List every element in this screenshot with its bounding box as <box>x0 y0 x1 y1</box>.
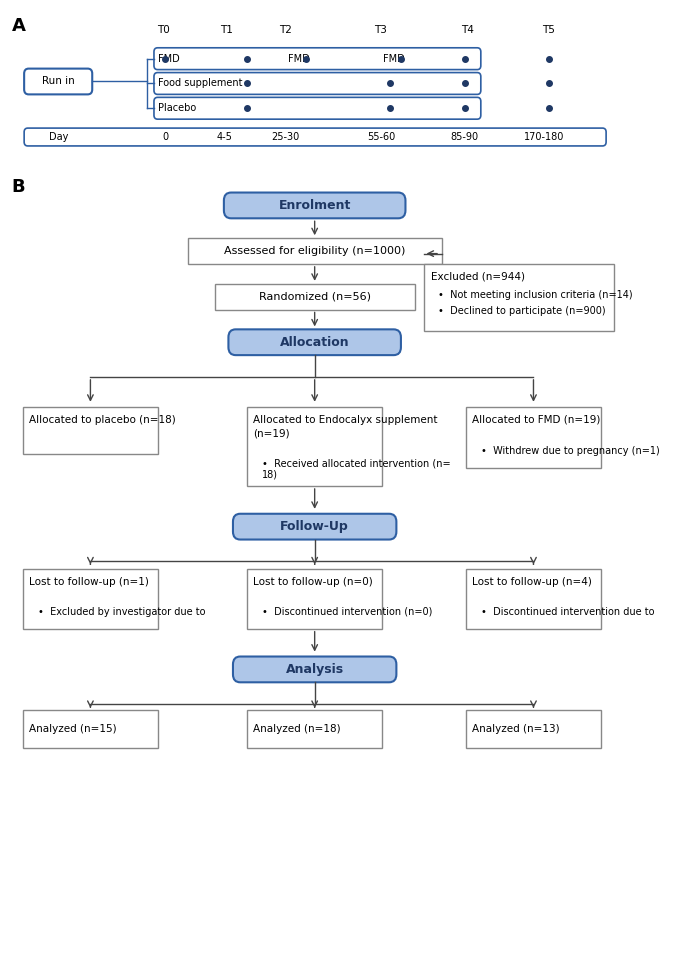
Bar <box>247 407 382 486</box>
Text: Allocated to FMD (n=19): Allocated to FMD (n=19) <box>472 415 600 424</box>
Text: Analyzed (n=15): Analyzed (n=15) <box>29 724 116 734</box>
Text: FMD: FMD <box>158 53 179 64</box>
Text: B: B <box>12 178 25 196</box>
FancyBboxPatch shape <box>154 97 481 119</box>
Bar <box>23 407 158 454</box>
Text: Analyzed (n=18): Analyzed (n=18) <box>253 724 340 734</box>
FancyBboxPatch shape <box>154 73 481 94</box>
Text: T3: T3 <box>375 25 388 35</box>
Text: 4-5: 4-5 <box>217 132 233 142</box>
Text: Food supplement: Food supplement <box>158 79 242 88</box>
FancyBboxPatch shape <box>233 656 397 683</box>
Text: •  Declined to participate (n=900): • Declined to participate (n=900) <box>438 306 606 316</box>
Text: Lost to follow-up (n=4): Lost to follow-up (n=4) <box>472 577 592 587</box>
FancyBboxPatch shape <box>233 514 397 540</box>
Text: Assessed for eligibility (n=1000): Assessed for eligibility (n=1000) <box>224 246 406 256</box>
Text: •  Not meeting inclusion criteria (n=14): • Not meeting inclusion criteria (n=14) <box>438 289 633 300</box>
Text: Lost to follow-up (n=0): Lost to follow-up (n=0) <box>253 577 373 587</box>
Text: Run in: Run in <box>42 77 75 86</box>
Text: Lost to follow-up (n=1): Lost to follow-up (n=1) <box>29 577 149 587</box>
Text: Enrolment: Enrolment <box>279 199 351 212</box>
Bar <box>466 710 601 748</box>
FancyBboxPatch shape <box>24 69 92 94</box>
Bar <box>423 264 614 331</box>
Text: (n=19): (n=19) <box>253 428 290 439</box>
Bar <box>466 569 601 629</box>
Text: 25-30: 25-30 <box>271 132 300 142</box>
Bar <box>188 238 442 264</box>
Bar <box>247 710 382 748</box>
Text: Allocated to Endocalyx supplement: Allocated to Endocalyx supplement <box>253 415 438 424</box>
Bar <box>247 569 382 629</box>
Bar <box>23 569 158 629</box>
Text: •  Received allocated intervention (n=
18): • Received allocated intervention (n= 18… <box>262 458 451 480</box>
Text: •  Excluded by investigator due to: • Excluded by investigator due to <box>38 607 206 617</box>
Text: •  Withdrew due to pregnancy (n=1): • Withdrew due to pregnancy (n=1) <box>481 447 660 456</box>
Text: Allocated to placebo (n=18): Allocated to placebo (n=18) <box>29 415 175 424</box>
Text: T5: T5 <box>543 25 556 35</box>
Bar <box>466 407 601 468</box>
FancyBboxPatch shape <box>154 48 481 70</box>
Text: Excluded (n=944): Excluded (n=944) <box>431 272 525 282</box>
Text: FMD: FMD <box>288 53 310 64</box>
Text: 55-60: 55-60 <box>367 132 395 142</box>
Text: Placebo: Placebo <box>158 103 196 114</box>
Text: T0: T0 <box>157 25 169 35</box>
Text: FMD: FMD <box>383 53 405 64</box>
Text: 85-90: 85-90 <box>451 132 479 142</box>
Bar <box>215 284 414 310</box>
Text: •  Discontinued intervention due to: • Discontinued intervention due to <box>481 607 654 617</box>
Text: A: A <box>12 17 25 35</box>
Text: Follow-Up: Follow-Up <box>280 520 349 533</box>
Text: T4: T4 <box>461 25 473 35</box>
Text: 0: 0 <box>163 132 169 142</box>
Text: Analysis: Analysis <box>286 663 344 676</box>
Text: T2: T2 <box>279 25 292 35</box>
FancyBboxPatch shape <box>224 192 406 218</box>
Text: Analyzed (n=13): Analyzed (n=13) <box>472 724 560 734</box>
Text: T1: T1 <box>220 25 233 35</box>
FancyBboxPatch shape <box>228 329 401 355</box>
Text: Day: Day <box>49 132 68 142</box>
Text: Allocation: Allocation <box>280 336 349 349</box>
Text: •  Discontinued intervention (n=0): • Discontinued intervention (n=0) <box>262 607 432 617</box>
Bar <box>23 710 158 748</box>
Text: Randomized (n=56): Randomized (n=56) <box>259 291 371 302</box>
FancyBboxPatch shape <box>24 128 606 146</box>
Text: 170-180: 170-180 <box>524 132 564 142</box>
